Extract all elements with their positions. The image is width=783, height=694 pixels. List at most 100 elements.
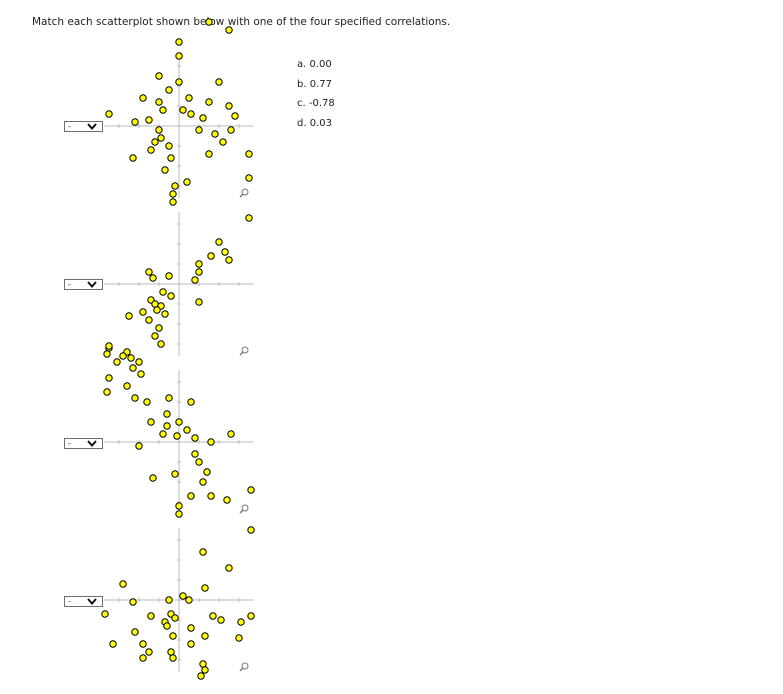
answer-select-2[interactable]: - xyxy=(64,279,103,290)
data-point xyxy=(175,52,183,60)
data-point xyxy=(207,252,215,260)
data-point xyxy=(103,350,111,358)
data-point xyxy=(137,370,145,378)
answer-select-1[interactable]: - xyxy=(64,121,103,132)
data-point xyxy=(217,616,225,624)
data-point xyxy=(169,198,177,206)
data-point xyxy=(153,306,161,314)
data-point xyxy=(205,18,213,26)
data-point xyxy=(105,374,113,382)
data-point xyxy=(139,640,147,648)
data-point xyxy=(221,248,229,256)
data-point xyxy=(199,548,207,556)
data-point xyxy=(145,116,153,124)
data-point xyxy=(225,256,233,264)
data-point xyxy=(187,492,195,500)
data-point xyxy=(185,94,193,102)
selected-value: - xyxy=(68,439,71,448)
data-point xyxy=(223,496,231,504)
data-point xyxy=(205,98,213,106)
data-point xyxy=(175,502,183,510)
data-point xyxy=(183,178,191,186)
data-point xyxy=(119,352,127,360)
data-point xyxy=(199,660,207,668)
data-point xyxy=(209,612,217,620)
data-point xyxy=(165,394,173,402)
data-point xyxy=(195,458,203,466)
data-point xyxy=(207,438,215,446)
chevron-down-icon xyxy=(87,281,97,289)
data-point xyxy=(195,126,203,134)
data-point xyxy=(131,118,139,126)
data-point xyxy=(175,418,183,426)
data-point xyxy=(155,324,163,332)
data-point xyxy=(127,354,135,362)
data-point xyxy=(187,640,195,648)
data-point xyxy=(151,138,159,146)
data-point xyxy=(105,110,113,118)
data-point xyxy=(187,110,195,118)
chevron-down-icon xyxy=(87,440,97,448)
answer-select-3[interactable]: - xyxy=(64,438,103,449)
data-point xyxy=(113,358,121,366)
data-point xyxy=(139,654,147,662)
data-point xyxy=(165,142,173,150)
data-point xyxy=(195,268,203,276)
data-point xyxy=(101,610,109,618)
data-point xyxy=(123,382,131,390)
data-point xyxy=(147,146,155,154)
data-point xyxy=(157,134,165,142)
data-point xyxy=(215,78,223,86)
data-point xyxy=(197,672,205,680)
data-point xyxy=(187,398,195,406)
data-point xyxy=(103,388,111,396)
data-point xyxy=(171,614,179,622)
magnifier-icon[interactable] xyxy=(239,662,249,672)
data-point xyxy=(105,342,113,350)
data-point xyxy=(109,640,117,648)
data-point xyxy=(129,598,137,606)
answer-select-4[interactable]: - xyxy=(64,596,103,607)
chevron-down-icon xyxy=(87,123,97,131)
magnifier-icon[interactable] xyxy=(239,188,249,198)
chevron-down-icon xyxy=(87,598,97,606)
magnifier-icon[interactable] xyxy=(239,504,249,514)
data-point xyxy=(245,150,253,158)
choice-b: b. 0.77 xyxy=(297,78,332,90)
data-point xyxy=(129,364,137,372)
data-point xyxy=(169,190,177,198)
data-point xyxy=(151,300,159,308)
data-point xyxy=(135,358,143,366)
data-point xyxy=(227,126,235,134)
data-point xyxy=(199,478,207,486)
data-point xyxy=(131,628,139,636)
data-point xyxy=(227,430,235,438)
data-point xyxy=(163,422,171,430)
data-point xyxy=(173,432,181,440)
data-point xyxy=(211,130,219,138)
data-point xyxy=(139,308,147,316)
data-point xyxy=(155,126,163,134)
correlation-choices: a. 0.00 b. 0.77 c. -0.78 d. 0.03 xyxy=(297,55,335,133)
magnifier-icon[interactable] xyxy=(239,346,249,356)
data-point xyxy=(191,450,199,458)
data-point xyxy=(149,274,157,282)
data-point xyxy=(145,648,153,656)
choice-d: d. 0.03 xyxy=(297,117,332,129)
data-point xyxy=(167,648,175,656)
data-point xyxy=(143,398,151,406)
data-point xyxy=(135,442,143,450)
data-point xyxy=(237,618,245,626)
data-point xyxy=(247,486,255,494)
data-point xyxy=(145,268,153,276)
data-point xyxy=(165,272,173,280)
data-point xyxy=(245,174,253,182)
data-point xyxy=(145,316,153,324)
data-point xyxy=(149,474,157,482)
data-point xyxy=(165,596,173,604)
data-point xyxy=(231,112,239,120)
data-point xyxy=(191,434,199,442)
data-point xyxy=(225,102,233,110)
choice-c: c. -0.78 xyxy=(297,98,335,109)
